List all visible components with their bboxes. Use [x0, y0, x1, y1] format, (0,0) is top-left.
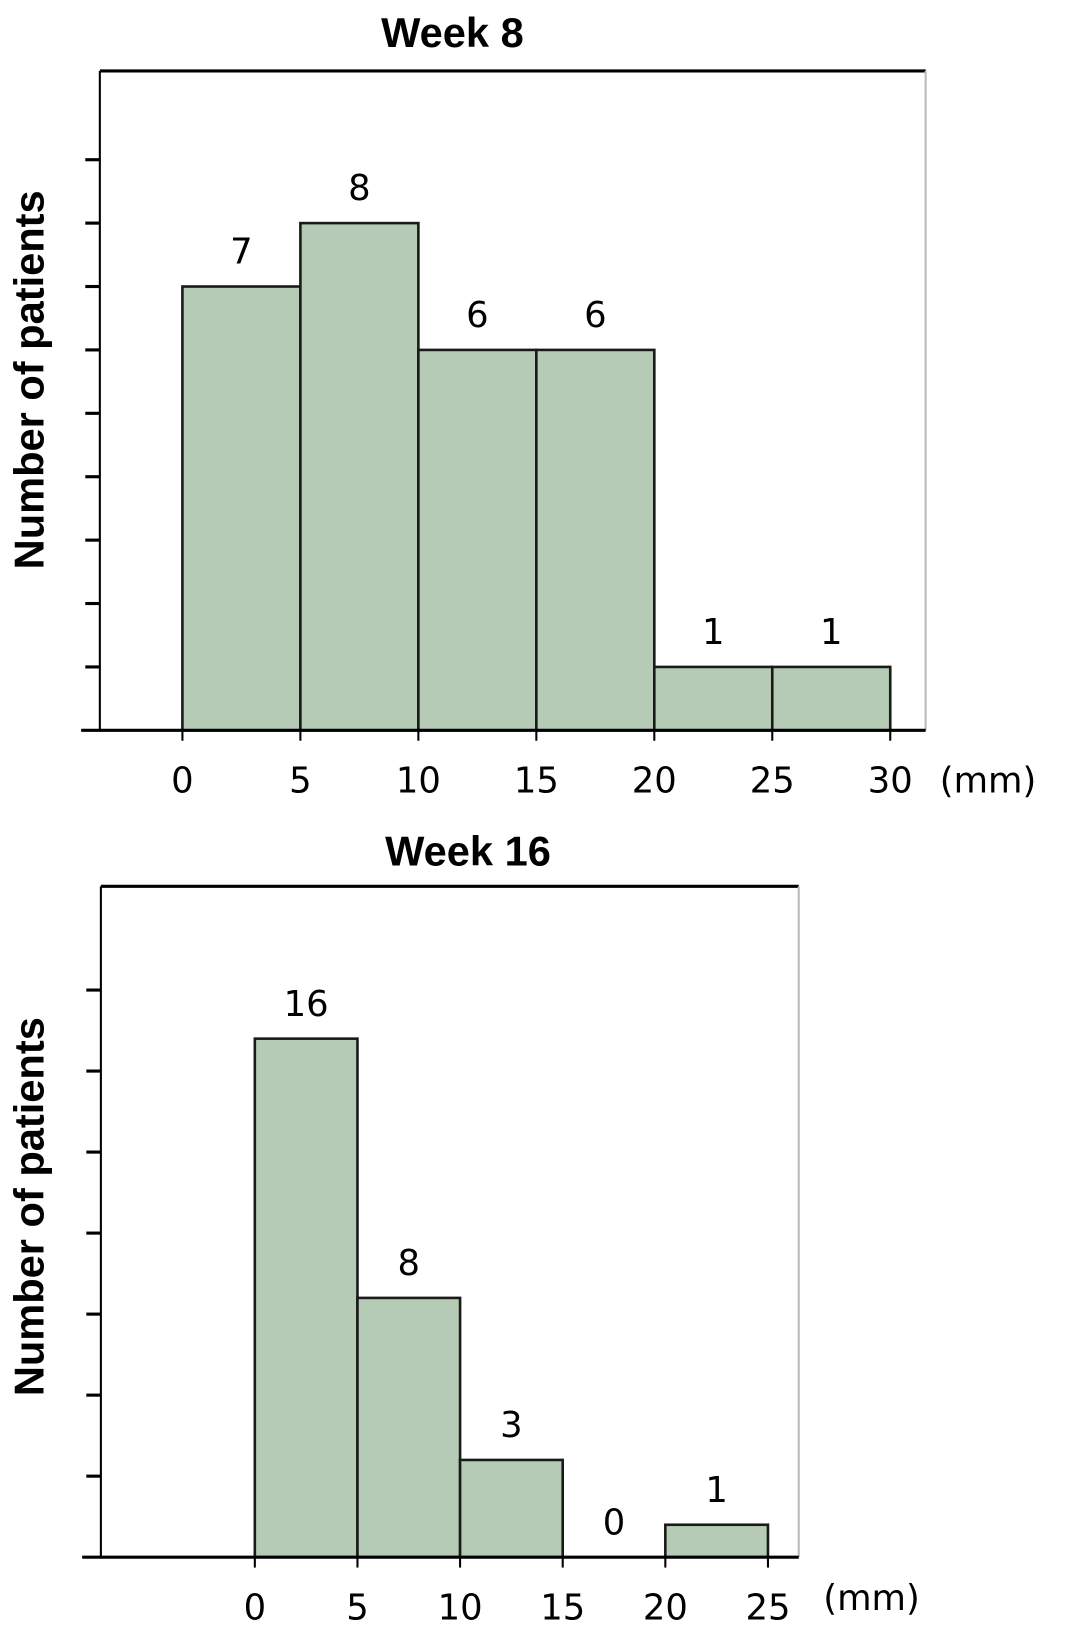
x-tick-label: 15 — [514, 761, 559, 802]
chart-title: Week 8 — [381, 9, 524, 56]
histogram-bar — [664, 1523, 770, 1559]
data-label: 1 — [705, 1470, 728, 1511]
data-label: 6 — [584, 295, 606, 336]
histogram-bar — [417, 348, 538, 732]
data-label: 1 — [702, 612, 724, 653]
histogram-bar — [535, 348, 656, 732]
x-tick-label: 25 — [750, 761, 795, 802]
histogram-bar — [356, 1296, 462, 1559]
data-label: 16 — [284, 984, 329, 1025]
x-tick-label: 0 — [171, 761, 194, 802]
histogram-bar — [299, 221, 420, 732]
data-label: 6 — [466, 295, 489, 336]
x-tick-label: 10 — [396, 761, 441, 802]
histogram-bar — [181, 285, 302, 732]
x-tick-label: 20 — [632, 761, 677, 802]
x-axis-unit: (mm) — [940, 761, 1036, 802]
x-tick-label: 20 — [643, 1588, 688, 1629]
x-tick-label: 15 — [540, 1588, 585, 1629]
histogram-bar — [770, 665, 892, 732]
data-label: 1 — [820, 612, 843, 653]
x-tick-label: 5 — [289, 761, 312, 802]
chart-title: Week 16 — [385, 828, 551, 875]
data-label: 8 — [348, 168, 371, 209]
data-label: 8 — [398, 1243, 420, 1284]
chart-week-8: Week 8 Number of patients (mm) 786 61 10 5 1… — [6, 9, 1037, 802]
y-axis-label: Number of patients — [6, 1017, 53, 1396]
x-tick-label: 30 — [868, 761, 913, 802]
histogram-bar — [253, 1037, 359, 1559]
data-label: 3 — [500, 1405, 523, 1446]
data-label: 0 — [603, 1502, 626, 1543]
x-axis-unit: (mm) — [823, 1578, 919, 1619]
y-axis-label: Number of patients — [6, 190, 53, 569]
x-tick-label: 25 — [745, 1588, 790, 1629]
data-label: 7 — [230, 232, 253, 273]
x-tick-label: 0 — [244, 1588, 267, 1629]
histogram-bar — [653, 665, 774, 732]
histogram-bar — [458, 1458, 565, 1559]
x-tick-label: 10 — [438, 1588, 483, 1629]
x-tick-label: 5 — [346, 1588, 369, 1629]
